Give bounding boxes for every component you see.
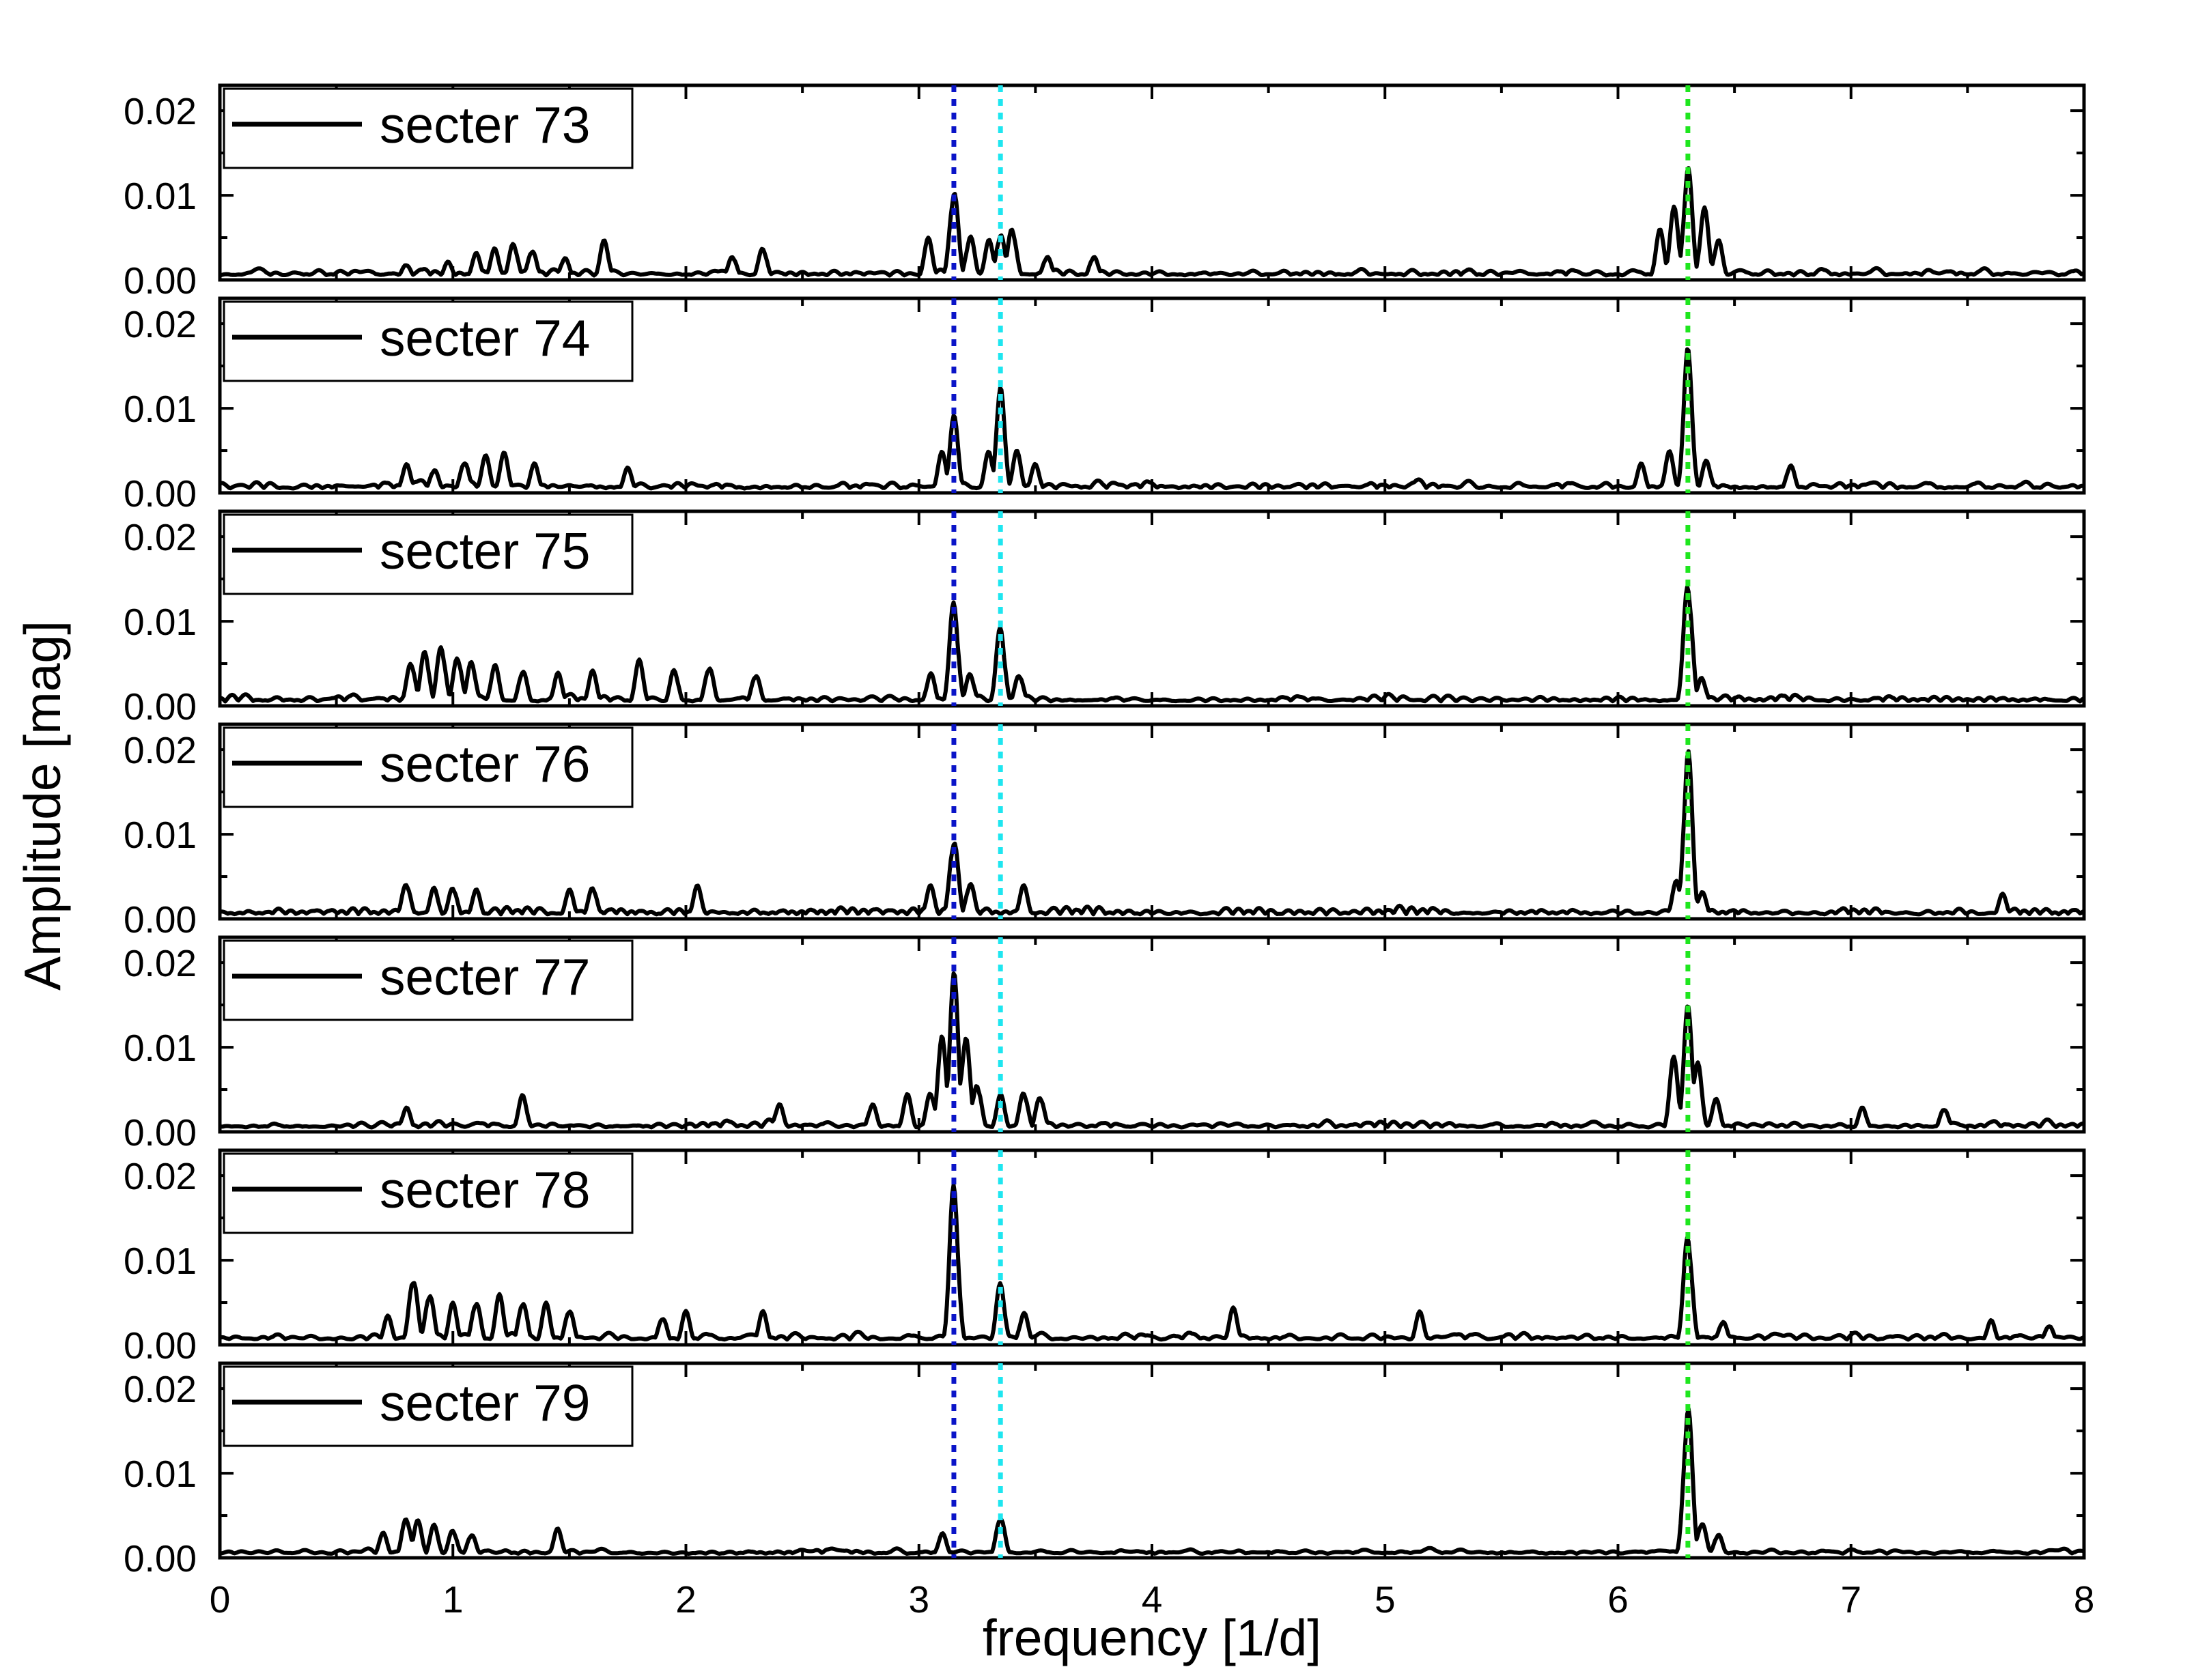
legend: secter 77 <box>223 939 634 1021</box>
y-tick-label: 0.00 <box>124 685 197 728</box>
spectrum-line <box>219 584 2085 704</box>
legend-label: secter 78 <box>380 1161 591 1219</box>
x-tick-label: 3 <box>908 1578 929 1621</box>
spectrum-line <box>219 1182 2085 1342</box>
legend-label: secter 75 <box>380 522 591 580</box>
y-tick-label: 0.00 <box>124 1537 197 1580</box>
panel-6: 0.00 0.01 0.02 secter 78 <box>124 1148 2086 1367</box>
legend-label: secter 74 <box>380 309 591 367</box>
y-tick-label: 0.02 <box>124 942 197 984</box>
legend: secter 76 <box>223 726 634 808</box>
x-tick-label: 2 <box>675 1578 696 1621</box>
y-tick-label: 0.01 <box>124 814 197 856</box>
spectrum-line <box>219 1406 2085 1556</box>
legend-box <box>223 726 634 808</box>
y-tick-label: 0.00 <box>124 898 197 941</box>
y-tick-label: 0.00 <box>124 1324 197 1367</box>
y-tick-label: 0.02 <box>124 1155 197 1197</box>
y-axis-title: Amplitude [mag] <box>14 621 71 991</box>
x-tick-label: 8 <box>2074 1578 2095 1621</box>
y-tick-label: 0.02 <box>124 516 197 558</box>
legend-label: secter 77 <box>380 948 591 1006</box>
legend: secter 74 <box>223 300 634 382</box>
spectrum-line <box>219 971 2085 1130</box>
y-tick-label: 0.01 <box>124 1027 197 1069</box>
y-tick-label: 0.01 <box>124 1453 197 1495</box>
panels-group: 0.00 0.01 0.02 secter 73 0.00 0.01 0.02 secter … <box>124 83 2095 1621</box>
x-tick-label: 6 <box>1607 1578 1629 1621</box>
legend-box <box>223 1152 634 1234</box>
x-tick-label: 5 <box>1375 1578 1396 1621</box>
panel-2: 0.00 0.01 0.02 secter 74 <box>124 296 2086 515</box>
spectrum-line <box>219 347 2085 491</box>
panel-5: 0.00 0.01 0.02 secter 77 <box>124 935 2086 1154</box>
panel-3: 0.00 0.01 0.02 secter 75 <box>124 509 2086 728</box>
y-tick-label: 0.01 <box>124 175 197 217</box>
y-tick-label: 0.02 <box>124 1368 197 1410</box>
y-tick-label: 0.01 <box>124 601 197 643</box>
legend-box <box>223 300 634 382</box>
spectrum-line <box>219 166 2086 278</box>
legend-label: secter 73 <box>380 96 591 154</box>
panel-1: 0.00 0.01 0.02 secter 73 <box>124 83 2086 302</box>
panel-7: 0.00 0.01 0.02 secter 79 <box>124 1361 2086 1580</box>
y-tick-label: 0.00 <box>124 259 197 302</box>
legend: secter 73 <box>223 87 634 169</box>
y-tick-label: 0.02 <box>124 303 197 345</box>
legend: secter 78 <box>223 1152 634 1234</box>
y-tick-label: 0.01 <box>124 1240 197 1282</box>
x-tick-label: 0 <box>210 1578 231 1621</box>
legend-box <box>223 1365 634 1447</box>
x-tick-label: 7 <box>1840 1578 1861 1621</box>
legend-label: secter 76 <box>380 735 591 793</box>
legend-label: secter 79 <box>380 1374 591 1432</box>
y-tick-label: 0.00 <box>124 1111 197 1154</box>
legend: secter 75 <box>223 513 634 595</box>
x-axis-title: frequency [1/d] <box>983 1609 1321 1666</box>
x-tick-label: 1 <box>442 1578 464 1621</box>
y-tick-label: 0.02 <box>124 90 197 132</box>
spectrum-line <box>219 749 2085 917</box>
y-tick-label: 0.02 <box>124 729 197 771</box>
legend-box <box>223 513 634 595</box>
legend-box <box>223 87 634 169</box>
x-tick-label: 4 <box>1142 1578 1163 1621</box>
y-tick-label: 0.00 <box>124 472 197 515</box>
y-tick-label: 0.01 <box>124 388 197 430</box>
legend: secter 79 <box>223 1365 634 1447</box>
legend-box <box>223 939 634 1021</box>
panel-4: 0.00 0.01 0.02 secter 76 <box>124 722 2086 941</box>
